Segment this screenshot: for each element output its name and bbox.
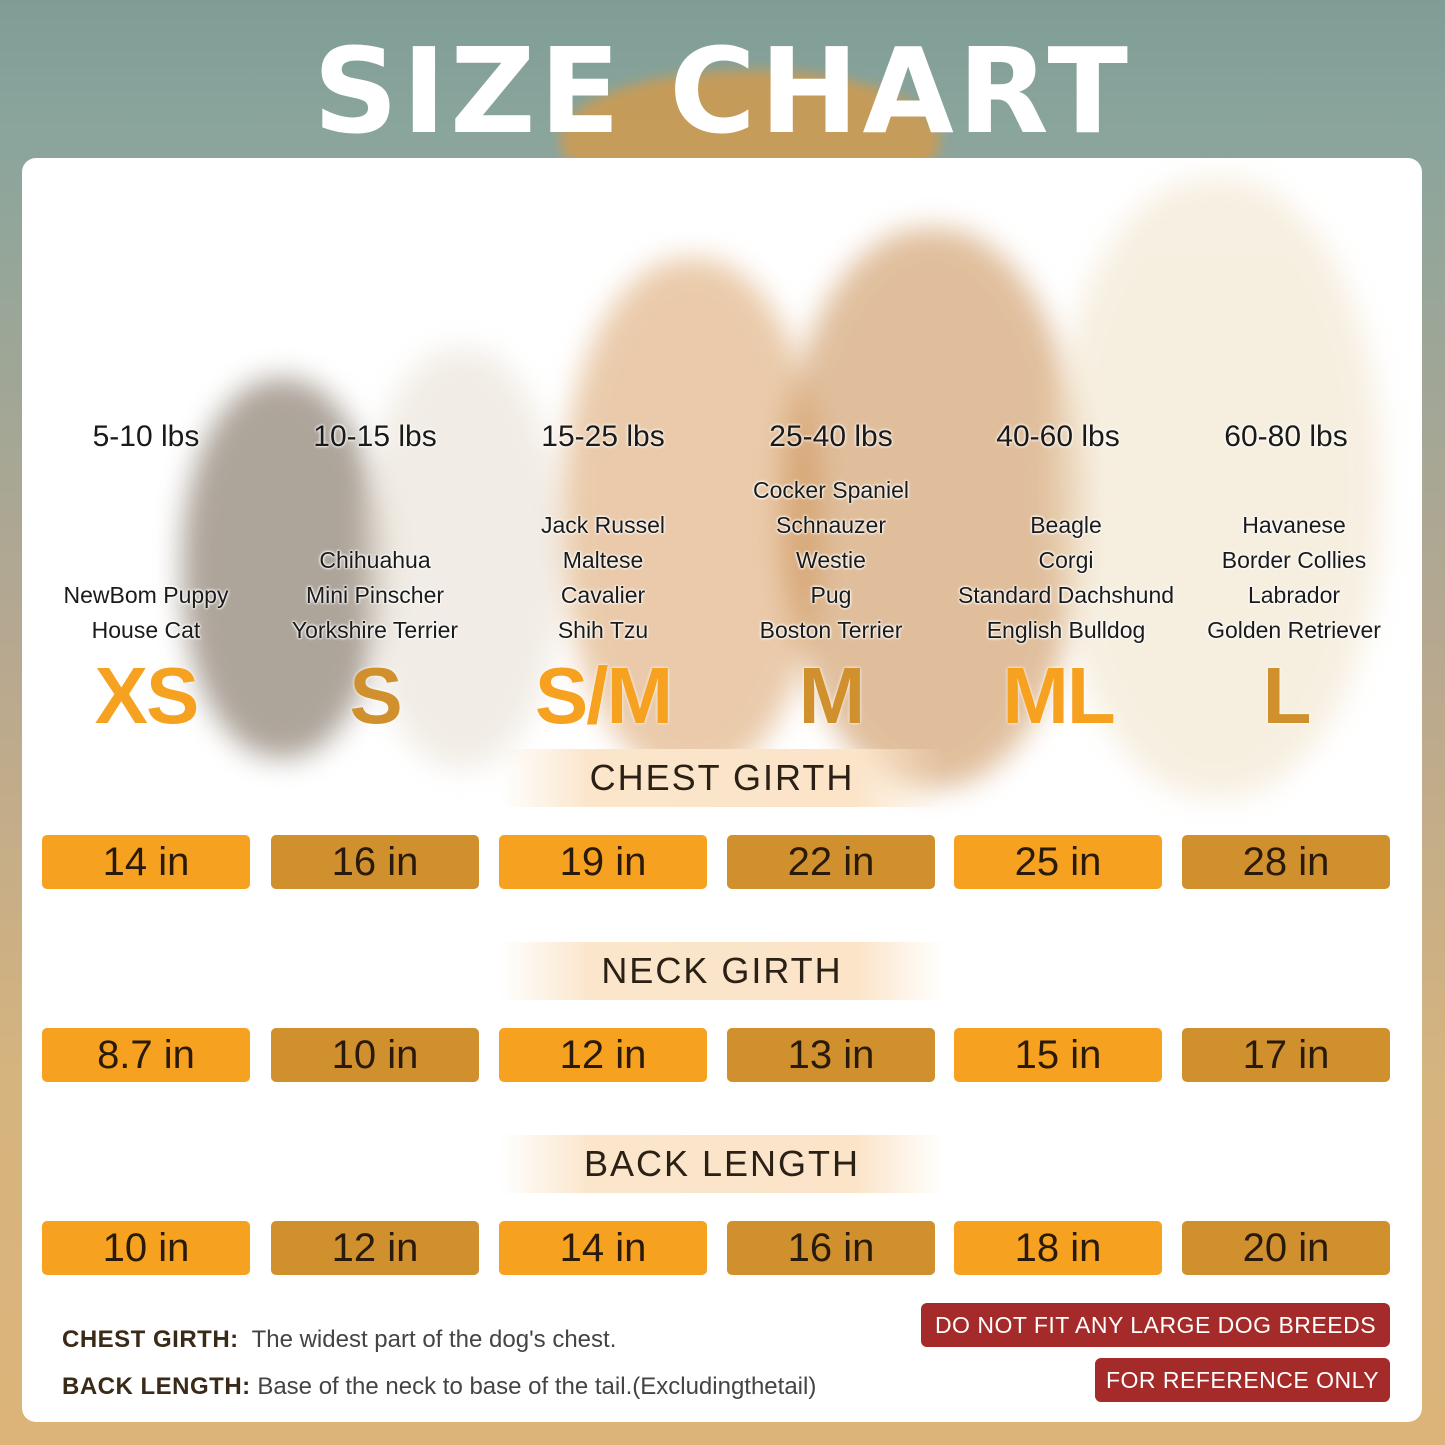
dog-image-terrier <box>362 348 562 768</box>
breed-name: Border Collies <box>1221 547 1367 573</box>
back-measurement: 20 in <box>1182 1221 1390 1275</box>
breed-name: Havanese <box>1242 512 1346 538</box>
breed-name: Schnauzer <box>776 512 886 538</box>
breed-name: Westie <box>796 547 866 573</box>
size-label: L <box>1262 651 1312 740</box>
chest-girth-note-text: The widest part of the dog's chest. <box>251 1326 617 1353</box>
chest-measurement: 25 in <box>954 835 1162 889</box>
chest-measurement: 14 in <box>42 835 250 889</box>
back-measurement: 10 in <box>42 1221 250 1275</box>
large-breed-warning-badge: DO NOT FIT ANY LARGE DOG BREEDS <box>921 1303 1390 1347</box>
breed-list: Cocker Spaniel Schnauzer Westie Pug Boston T… <box>701 473 961 648</box>
chest-girth-heading: CHEST GIRTH <box>500 749 944 807</box>
breed-name: Shih Tzu <box>557 617 649 643</box>
breed-name: Corgi <box>1038 547 1094 573</box>
neck-girth-heading: NECK GIRTH <box>500 942 944 1000</box>
neck-measurement: 12 in <box>499 1028 707 1082</box>
weight-range: 5-10 lbs <box>92 420 200 453</box>
breed-name: NewBom Puppy <box>63 582 229 608</box>
back-length-heading: BACK LENGTH <box>500 1135 944 1193</box>
neck-measurement: 10 in <box>271 1028 479 1082</box>
reference-only-badge: FOR REFERENCE ONLY <box>1095 1358 1390 1402</box>
dog-image-yorkie <box>182 378 382 758</box>
breed-name: Standard Dachshund <box>957 582 1175 608</box>
weight-range: 10-15 lbs <box>313 420 437 453</box>
breed-name: Mini Pinscher <box>305 582 445 608</box>
weight-range: 15-25 lbs <box>541 420 665 453</box>
back-length-note-label: BACK LENGTH: <box>62 1373 251 1400</box>
chest-measurement: 22 in <box>727 835 935 889</box>
breed-list: Chihuahua Mini Pinscher Yorkshire Terrier <box>245 543 505 648</box>
chest-girth-note: CHEST GIRTH: The widest part of the dog'… <box>62 1326 616 1354</box>
size-label: S/M <box>534 651 673 740</box>
breed-name: Chihuahua <box>319 547 431 573</box>
neck-measurement: 15 in <box>954 1028 1162 1082</box>
neck-measurement: 8.7 in <box>42 1028 250 1082</box>
chest-measurement: 19 in <box>499 835 707 889</box>
back-measurement: 16 in <box>727 1221 935 1275</box>
page-title: SIZE CHART <box>313 22 1132 160</box>
breed-list: NewBom Puppy House Cat <box>16 578 276 648</box>
breed-list: Havanese Border Collies Labrador Golden Ret… <box>1164 508 1424 648</box>
breed-name: House Cat <box>91 617 201 643</box>
size-label: XS <box>94 651 200 740</box>
dog-image-bulldog <box>562 258 822 778</box>
weight-range: 40-60 lbs <box>996 420 1120 453</box>
breed-name: Cocker Spaniel <box>753 477 909 503</box>
chest-measurement: 16 in <box>271 835 479 889</box>
breed-name: Cavalier <box>560 582 646 608</box>
back-length-note-text: Base of the neck to base of the tail.(Ex… <box>257 1373 817 1400</box>
back-measurement: 12 in <box>271 1221 479 1275</box>
chest-girth-note-label: CHEST GIRTH: <box>62 1326 239 1353</box>
breed-name: Golden Retriever <box>1207 617 1381 643</box>
breed-name: Boston Terrier <box>759 617 903 643</box>
breed-list: Jack Russel Maltese Cavalier Shih Tzu <box>473 508 733 648</box>
breed-name: Yorkshire Terrier <box>291 617 459 643</box>
back-length-note: BACK LENGTH: Base of the neck to base of… <box>62 1373 816 1401</box>
size-label: ML <box>1002 651 1116 740</box>
breed-name: Maltese <box>562 547 644 573</box>
dog-image-beagle <box>782 228 1082 788</box>
dog-image-labrador <box>1052 178 1382 798</box>
breed-name: Pug <box>810 582 852 608</box>
back-measurement: 18 in <box>954 1221 1162 1275</box>
breed-name: English Bulldog <box>986 617 1146 643</box>
breed-name: Labrador <box>1247 582 1341 608</box>
size-label: S <box>349 651 402 740</box>
weight-range: 60-80 lbs <box>1224 420 1348 453</box>
chest-measurement: 28 in <box>1182 835 1390 889</box>
neck-measurement: 13 in <box>727 1028 935 1082</box>
breed-name: Beagle <box>1030 512 1102 538</box>
back-measurement: 14 in <box>499 1221 707 1275</box>
neck-measurement: 17 in <box>1182 1028 1390 1082</box>
breed-list: Beagle Corgi Standard Dachshund English Bul… <box>936 508 1196 648</box>
breed-name: Jack Russel <box>541 512 665 538</box>
weight-range: 25-40 lbs <box>769 420 893 453</box>
size-label: M <box>798 651 866 740</box>
